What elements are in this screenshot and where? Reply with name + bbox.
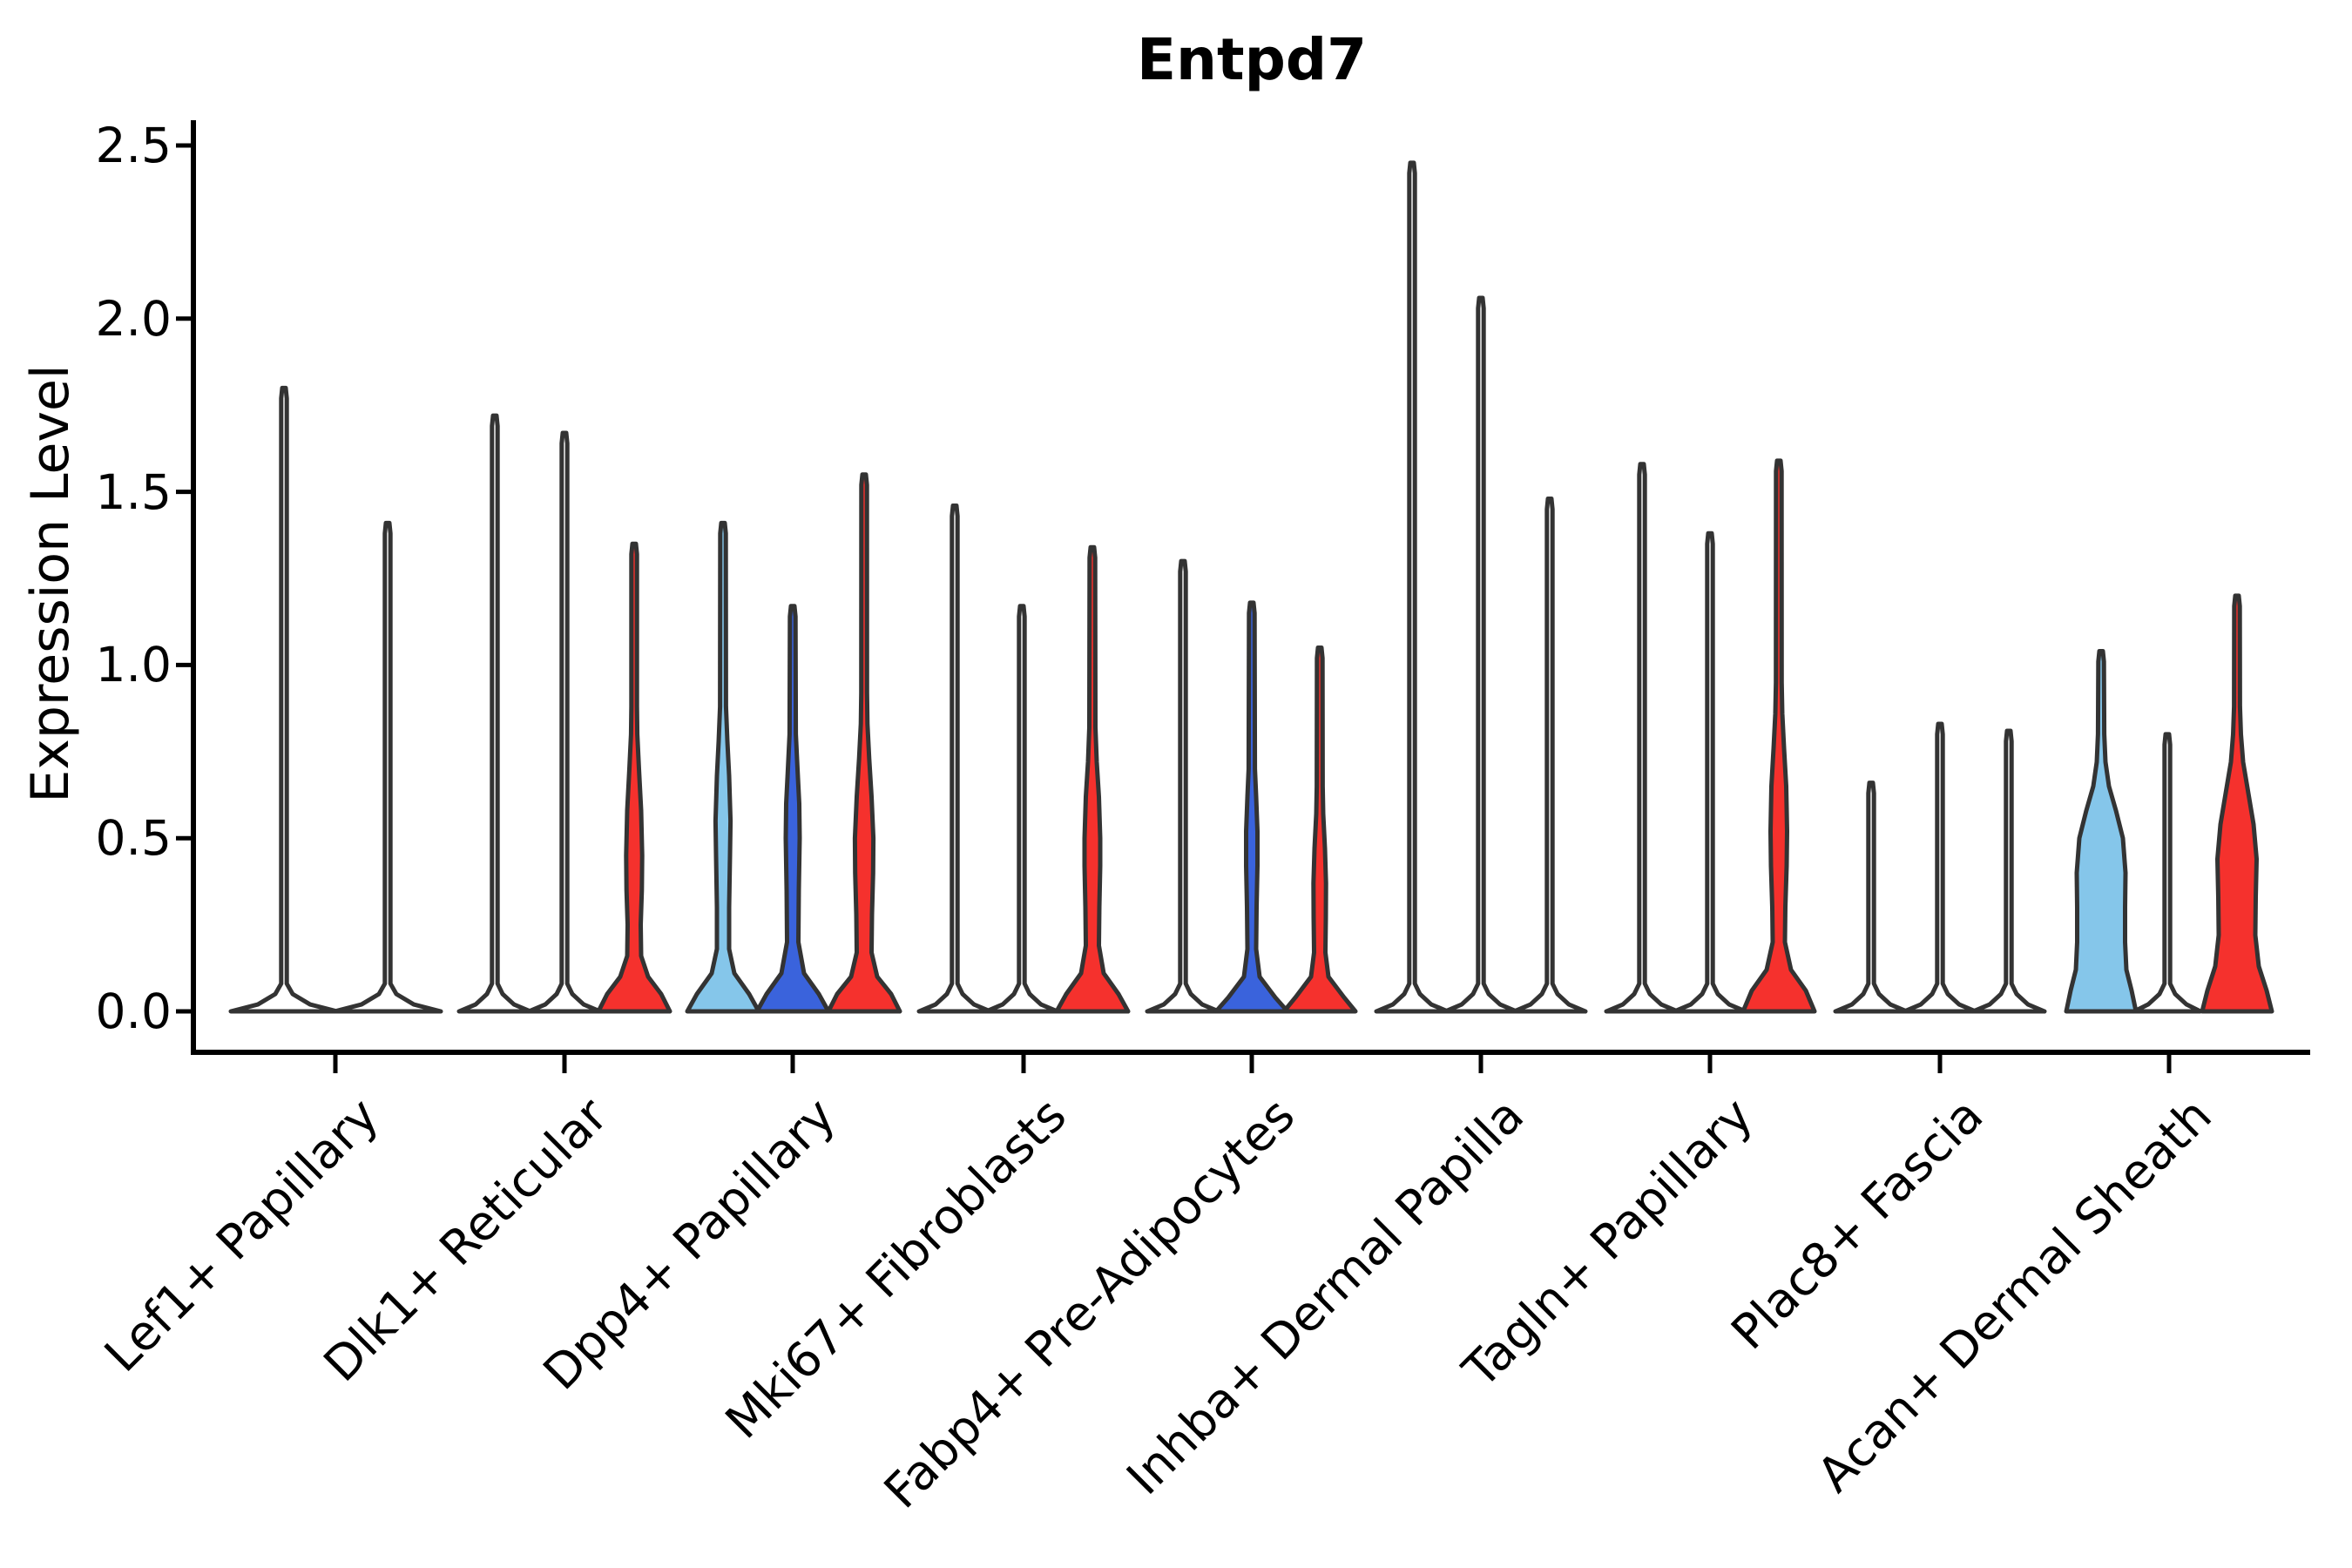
violin — [1443, 295, 1519, 1014]
violin — [1740, 458, 1817, 1014]
chart-title: Entpd7 — [1136, 26, 1368, 93]
violin — [1833, 781, 1909, 1014]
y-tick-label: 2.5 — [95, 118, 172, 173]
violin — [2132, 732, 2203, 1014]
y-tick-label: 2.0 — [95, 290, 172, 347]
violin — [2200, 593, 2274, 1014]
violin — [1054, 544, 1131, 1014]
violin — [1511, 497, 1588, 1014]
violin — [526, 430, 603, 1014]
y-tick-label: 0.0 — [95, 983, 172, 1039]
axis-layer — [176, 120, 2310, 1073]
violin — [685, 520, 761, 1014]
violin — [754, 604, 831, 1014]
y-tick-label: 1.5 — [95, 463, 172, 520]
y-tick-label: 1.0 — [95, 637, 172, 693]
violin — [332, 520, 443, 1014]
violin — [228, 385, 340, 1014]
violin-layer — [228, 160, 2274, 1014]
violin — [456, 413, 533, 1014]
violin — [1145, 558, 1221, 1014]
violin — [1281, 645, 1358, 1014]
violin — [1970, 728, 2047, 1014]
violin — [1604, 462, 1680, 1014]
violin — [1374, 160, 1450, 1014]
violin — [2064, 648, 2139, 1014]
violin — [916, 504, 993, 1014]
y-axis-label: Expression Level — [20, 364, 81, 803]
violin — [1672, 531, 1748, 1014]
violin — [826, 472, 902, 1014]
y-tick-label: 0.5 — [95, 810, 172, 867]
violin — [596, 541, 672, 1014]
violin — [1902, 721, 1978, 1014]
violin — [1213, 600, 1290, 1014]
violin — [983, 604, 1060, 1014]
